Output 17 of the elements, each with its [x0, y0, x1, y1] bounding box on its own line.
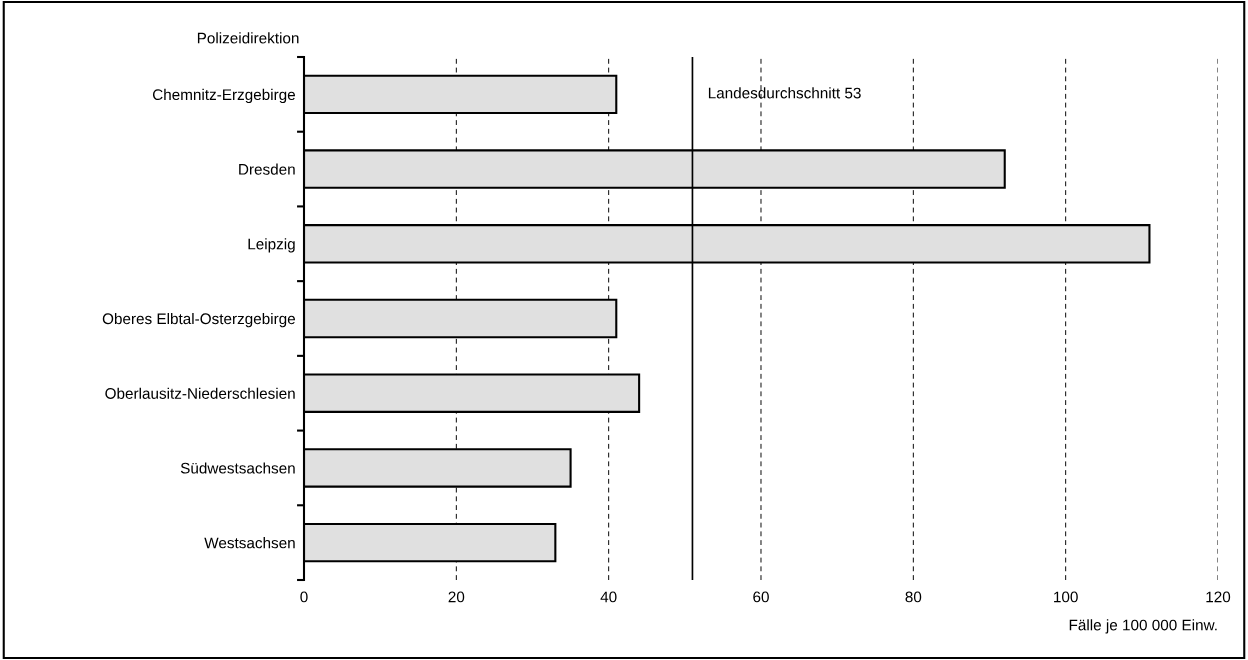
x-tick-label: 40 [600, 591, 617, 603]
x-tick-label: 60 [753, 591, 769, 603]
y-tick-label: Chemnitz-Erzgebirge [152, 88, 295, 104]
y-tick-label: Oberes Elbtal-Osterzgebirge [102, 312, 295, 328]
x-tick-label: 0 [300, 591, 308, 603]
x-tick-label: 20 [448, 591, 465, 603]
y-tick-label: Westsachsen [204, 537, 295, 549]
y-axis-title: Polizeidirektion [197, 32, 299, 44]
y-tick-label: Dresden [239, 163, 295, 175]
x-tick-label: 120 [1206, 591, 1231, 603]
x-tick-label: 100 [1054, 591, 1078, 603]
ref-line-label: Landesdurchschnitt 53 [708, 87, 861, 99]
x-tick-label: 80 [905, 591, 922, 603]
y-tick-label: Leipzig [248, 238, 295, 253]
y-tick-label: Oberlausitz-Niederschlesien [105, 387, 295, 399]
y-tick-label: Südwestsachsen [180, 462, 295, 474]
x-axis-title: Fälle je 100 000 Einw. [1069, 619, 1217, 634]
